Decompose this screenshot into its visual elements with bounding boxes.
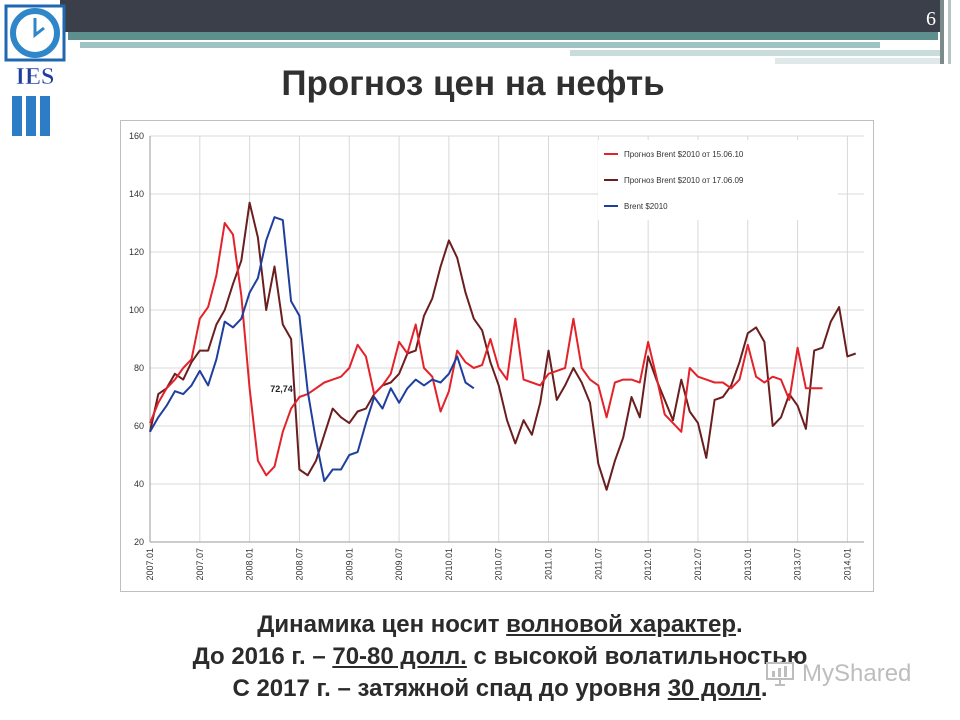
watermark-text: MyShared bbox=[802, 660, 912, 687]
x-tick-label: 2014.01 bbox=[842, 548, 852, 581]
caption-text: . bbox=[760, 675, 768, 702]
header-stripe bbox=[570, 50, 940, 56]
caption-text: До 2016 г. – bbox=[192, 643, 333, 670]
header-stripe bbox=[68, 32, 938, 40]
x-tick-label: 2012.07 bbox=[693, 548, 703, 581]
x-axis: 2007.01 2007.07 2008.01 2008.07 2009.01 2009.… bbox=[145, 548, 852, 581]
caption-text: Динамика цен носит bbox=[257, 611, 507, 638]
x-tick-label: 2008.01 bbox=[245, 548, 255, 581]
legend-label: Прогноз Brent $2010 от 15.06.10 bbox=[624, 150, 744, 159]
x-tick-label: 2011.01 bbox=[544, 548, 554, 580]
header-stripe bbox=[80, 42, 880, 48]
caption-emphasis: волновой характер bbox=[506, 611, 737, 638]
y-tick-label: 100 bbox=[129, 305, 144, 315]
x-tick-label: 2008.07 bbox=[294, 548, 304, 581]
caption-emphasis: 30 долл bbox=[667, 675, 761, 702]
slide-title: Прогноз цен на нефть bbox=[281, 64, 665, 103]
caption-line-1: Динамика цен носит волновой характер. bbox=[90, 610, 910, 640]
y-axis: 20 40 60 80 100 120 140 160 bbox=[129, 131, 144, 547]
series-line-2 bbox=[149, 201, 857, 491]
caption-emphasis: 70-80 долл. bbox=[332, 643, 467, 670]
x-tick-label: 2007.07 bbox=[195, 548, 205, 581]
header-divider bbox=[940, 0, 944, 64]
x-tick-label: 2013.01 bbox=[743, 548, 753, 581]
x-tick-label: 2009.07 bbox=[394, 548, 404, 581]
caption-line-3: С 2017 г. – затяжной спад до уровня 30 д… bbox=[90, 674, 910, 704]
chart-legend: Прогноз Brent $2010 от 15.06.10 Прогноз B… bbox=[598, 140, 838, 220]
x-tick-label: 2007.01 bbox=[145, 548, 155, 581]
presentation-icon bbox=[766, 662, 794, 686]
y-tick-label: 140 bbox=[129, 189, 144, 199]
clock-hands-icon bbox=[33, 18, 45, 39]
logo-bar bbox=[40, 96, 50, 136]
y-tick-label: 120 bbox=[129, 247, 144, 257]
value-annotation: 72,74 bbox=[270, 384, 293, 394]
chart-series bbox=[149, 201, 857, 491]
y-tick-label: 20 bbox=[134, 537, 144, 547]
x-tick-label: 2011.07 bbox=[593, 548, 603, 580]
y-tick-label: 160 bbox=[129, 131, 144, 141]
caption-text: . bbox=[736, 611, 743, 638]
x-tick-label: 2009.01 bbox=[344, 548, 354, 581]
watermark: MyShared bbox=[766, 658, 936, 690]
series-line-1 bbox=[149, 222, 823, 477]
page-number: 6 bbox=[926, 8, 936, 30]
x-tick-label: 2010.07 bbox=[494, 548, 504, 581]
header-stripe bbox=[775, 58, 940, 64]
ies-logo: IES bbox=[4, 4, 66, 136]
logo-text: IES bbox=[16, 64, 55, 90]
caption-line-2: До 2016 г. – 70-80 долл. с высокой волат… bbox=[90, 642, 910, 672]
x-tick-label: 2012.01 bbox=[643, 548, 653, 581]
caption-text: с высокой волатильностью bbox=[466, 643, 808, 670]
y-tick-label: 60 bbox=[134, 421, 144, 431]
caption-text: С 2017 г. – затяжной спад до уровня bbox=[232, 675, 668, 702]
x-tick-label: 2010.01 bbox=[444, 548, 454, 581]
chart-grid bbox=[149, 135, 864, 543]
series-line-3 bbox=[149, 216, 475, 483]
legend-label: Прогноз Brent $2010 от 17.06.09 bbox=[624, 176, 744, 185]
x-tick-label: 2013.07 bbox=[793, 548, 803, 581]
legend-box bbox=[598, 140, 838, 220]
header-divider bbox=[948, 0, 951, 64]
chart-annotations: 72,74 bbox=[270, 384, 293, 394]
logo-bar bbox=[12, 96, 22, 136]
y-tick-label: 40 bbox=[134, 479, 144, 489]
legend-label: Brent $2010 bbox=[624, 202, 668, 211]
oil-price-chart: 20 40 60 80 100 120 140 160 2007.01 2007.07 2008.… bbox=[120, 120, 874, 592]
y-tick-label: 80 bbox=[134, 363, 144, 373]
logo-bar bbox=[26, 96, 36, 136]
header-bar bbox=[60, 0, 940, 32]
